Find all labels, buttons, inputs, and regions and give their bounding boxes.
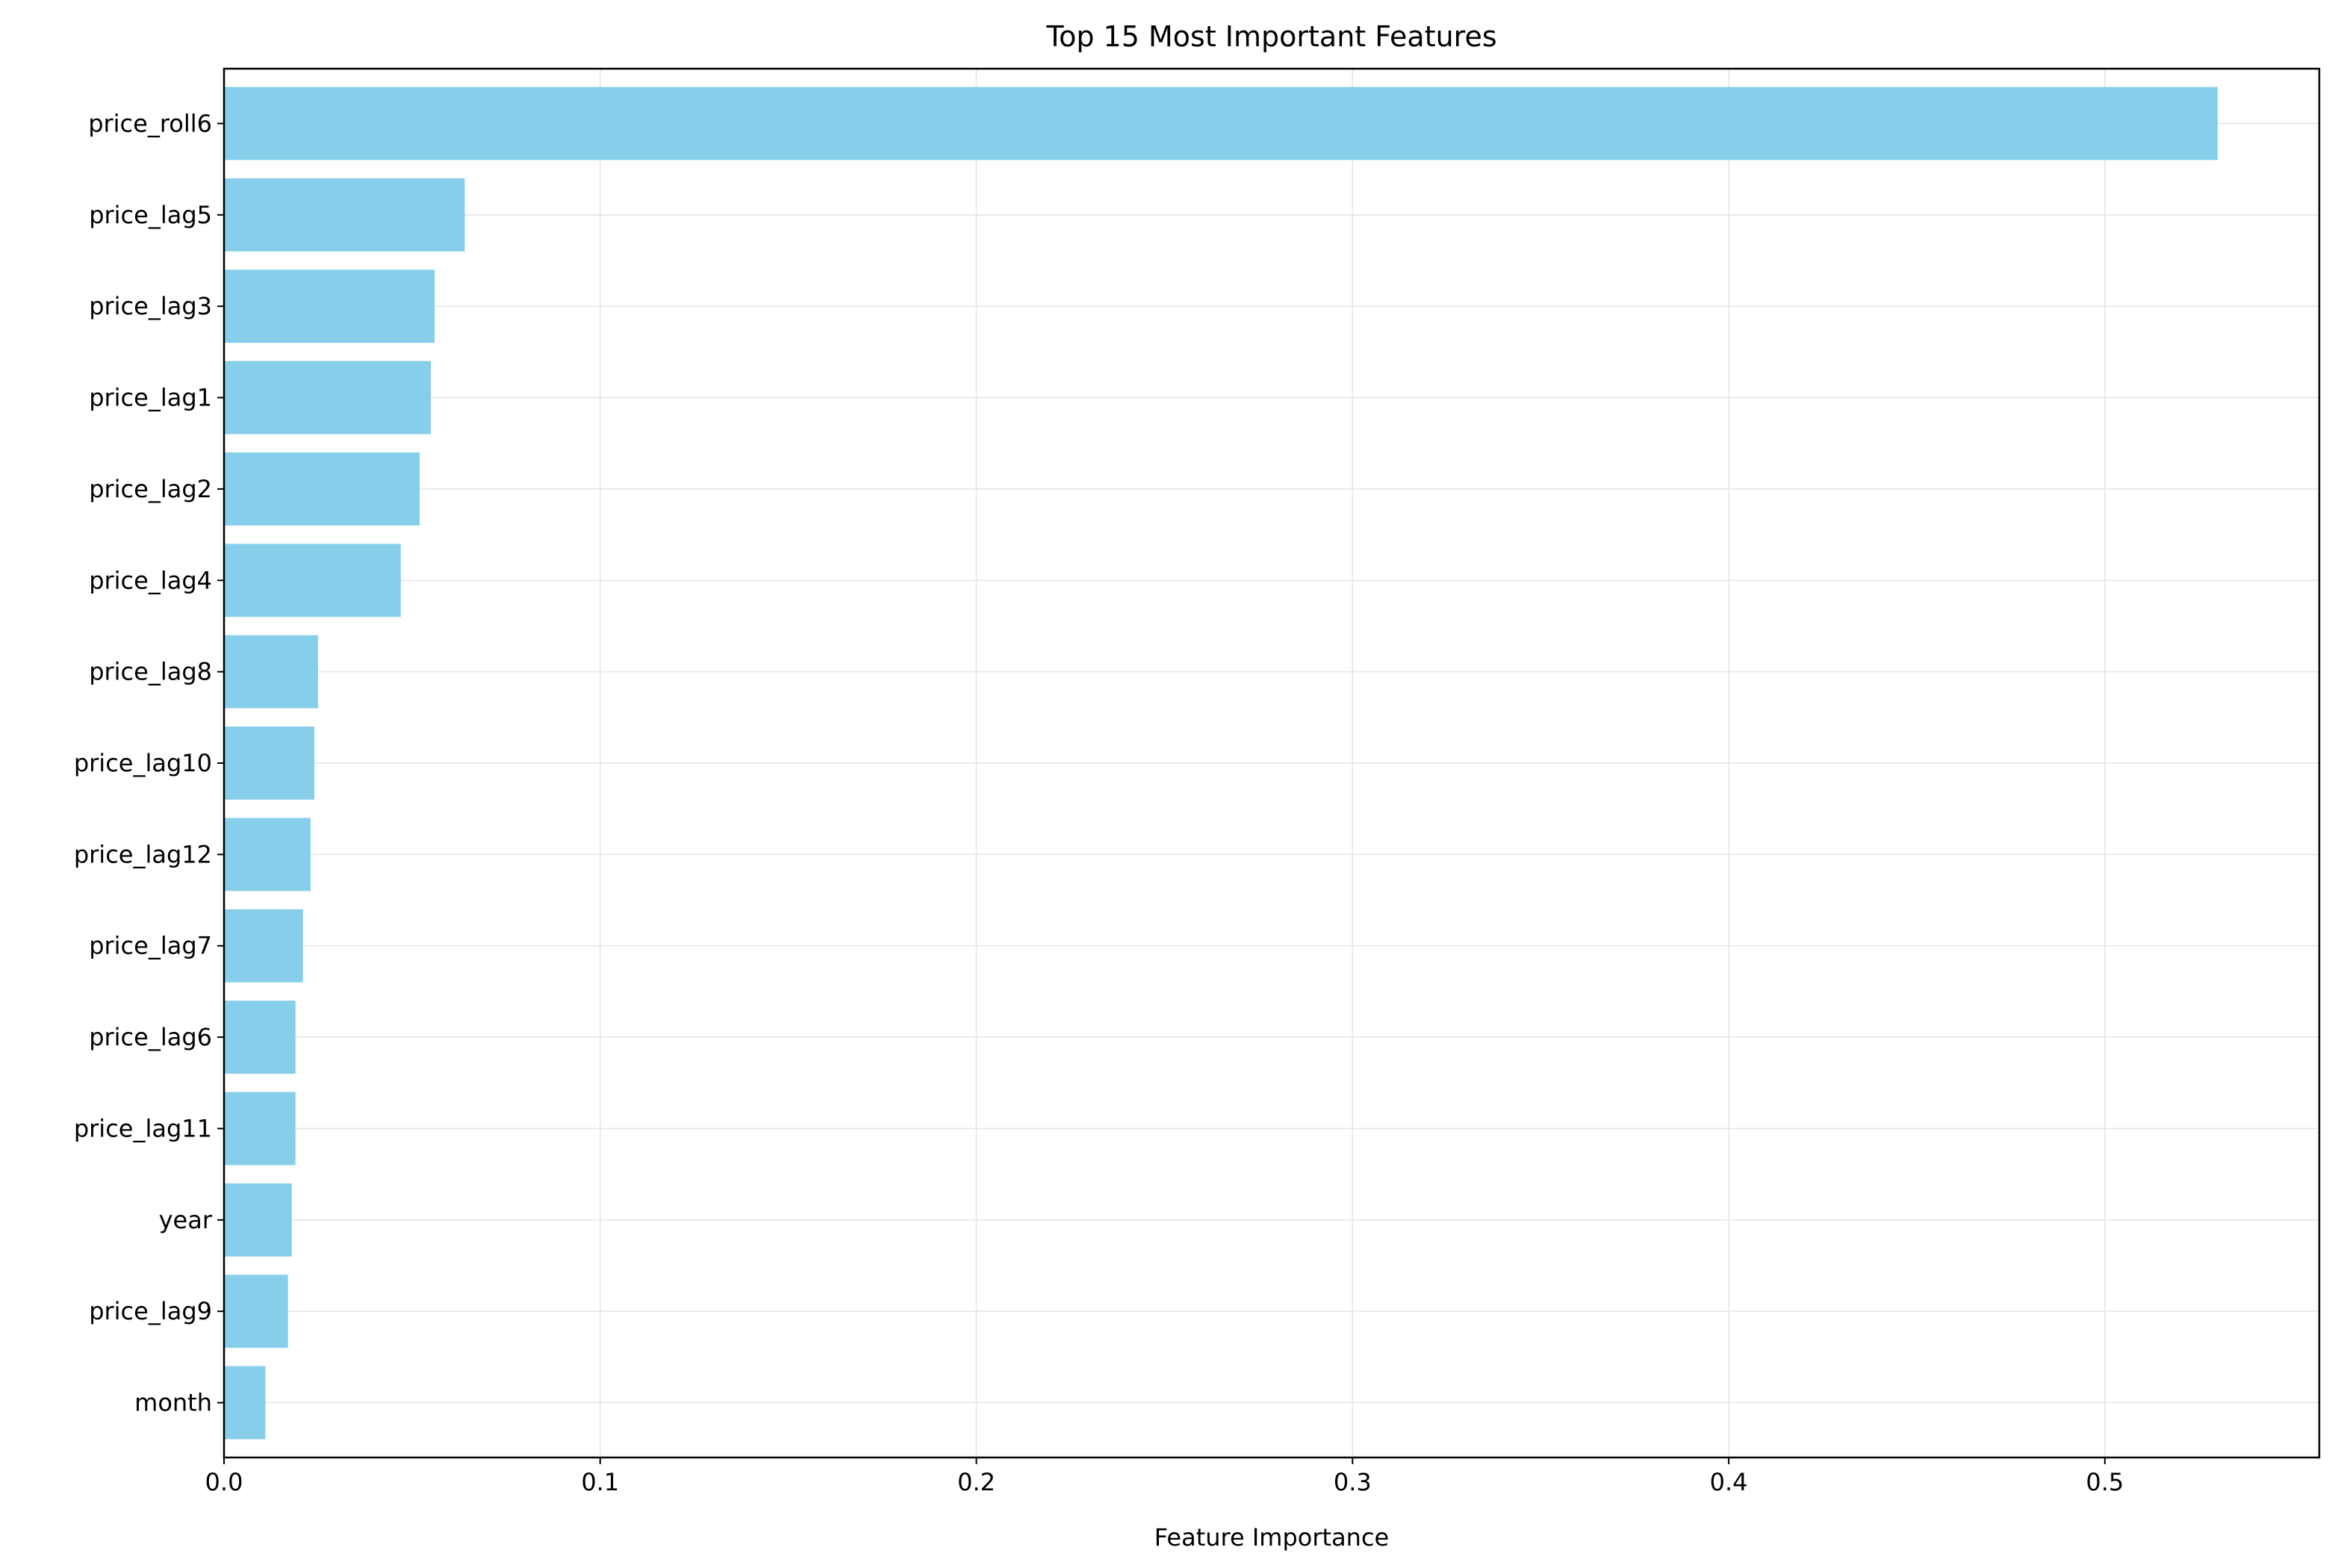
y-tick-label: price_lag5 <box>89 201 212 229</box>
bar-price_lag3 <box>224 270 435 343</box>
bar-month <box>224 1366 266 1440</box>
y-tick-label: price_lag8 <box>89 658 212 686</box>
bar-price_lag4 <box>224 544 401 617</box>
y-tick-label: price_lag1 <box>89 384 212 412</box>
y-tick-label: price_lag7 <box>89 932 212 960</box>
bar-price_roll6 <box>224 87 2218 161</box>
y-tick-label: price_lag9 <box>89 1297 212 1325</box>
y-tick-label: price_lag10 <box>74 749 212 777</box>
x-tick-label: 0.1 <box>581 1468 619 1496</box>
x-axis-label: Feature Importance <box>1154 1523 1389 1552</box>
x-tick-label: 0.4 <box>1710 1468 1748 1496</box>
bar-price_lag1 <box>224 361 432 435</box>
y-tick-label: year <box>159 1206 213 1234</box>
bar-year <box>224 1183 292 1257</box>
bar-price_lag9 <box>224 1275 288 1348</box>
bar-price_lag12 <box>224 818 311 892</box>
x-tick-label: 0.0 <box>205 1468 243 1496</box>
y-tick-label: month <box>134 1389 212 1417</box>
bar-price_lag8 <box>224 635 318 709</box>
x-tick-label: 0.5 <box>2086 1468 2124 1496</box>
y-axis-ticks: price_roll6 price_lag5 price_lag3 price_lag… <box>74 109 224 1417</box>
bars <box>224 87 2218 1440</box>
bar-price_lag10 <box>224 727 314 800</box>
y-tick-label: price_roll6 <box>88 109 212 137</box>
x-tick-label: 0.2 <box>957 1468 995 1496</box>
bar-price_lag6 <box>224 1001 296 1074</box>
grid-lines <box>223 69 2319 1457</box>
y-tick-label: price_lag6 <box>89 1023 212 1051</box>
y-tick-label: price_lag11 <box>74 1114 212 1142</box>
bar-price_lag11 <box>224 1092 296 1166</box>
y-tick-label: price_lag2 <box>89 475 212 503</box>
x-axis-ticks: 0.0 0.1 0.2 0.3 0.4 0.5 <box>205 1457 2124 1496</box>
y-tick-label: price_lag3 <box>89 292 212 320</box>
x-tick-label: 0.3 <box>1334 1468 1372 1496</box>
bar-price_lag2 <box>224 452 420 526</box>
chart-title: Top 15 Most Important Features <box>1045 20 1496 53</box>
bar-price_lag5 <box>224 178 465 252</box>
y-tick-label: price_lag4 <box>89 566 212 594</box>
y-tick-label: price_lag12 <box>74 840 212 868</box>
bar-price_lag7 <box>224 909 303 983</box>
